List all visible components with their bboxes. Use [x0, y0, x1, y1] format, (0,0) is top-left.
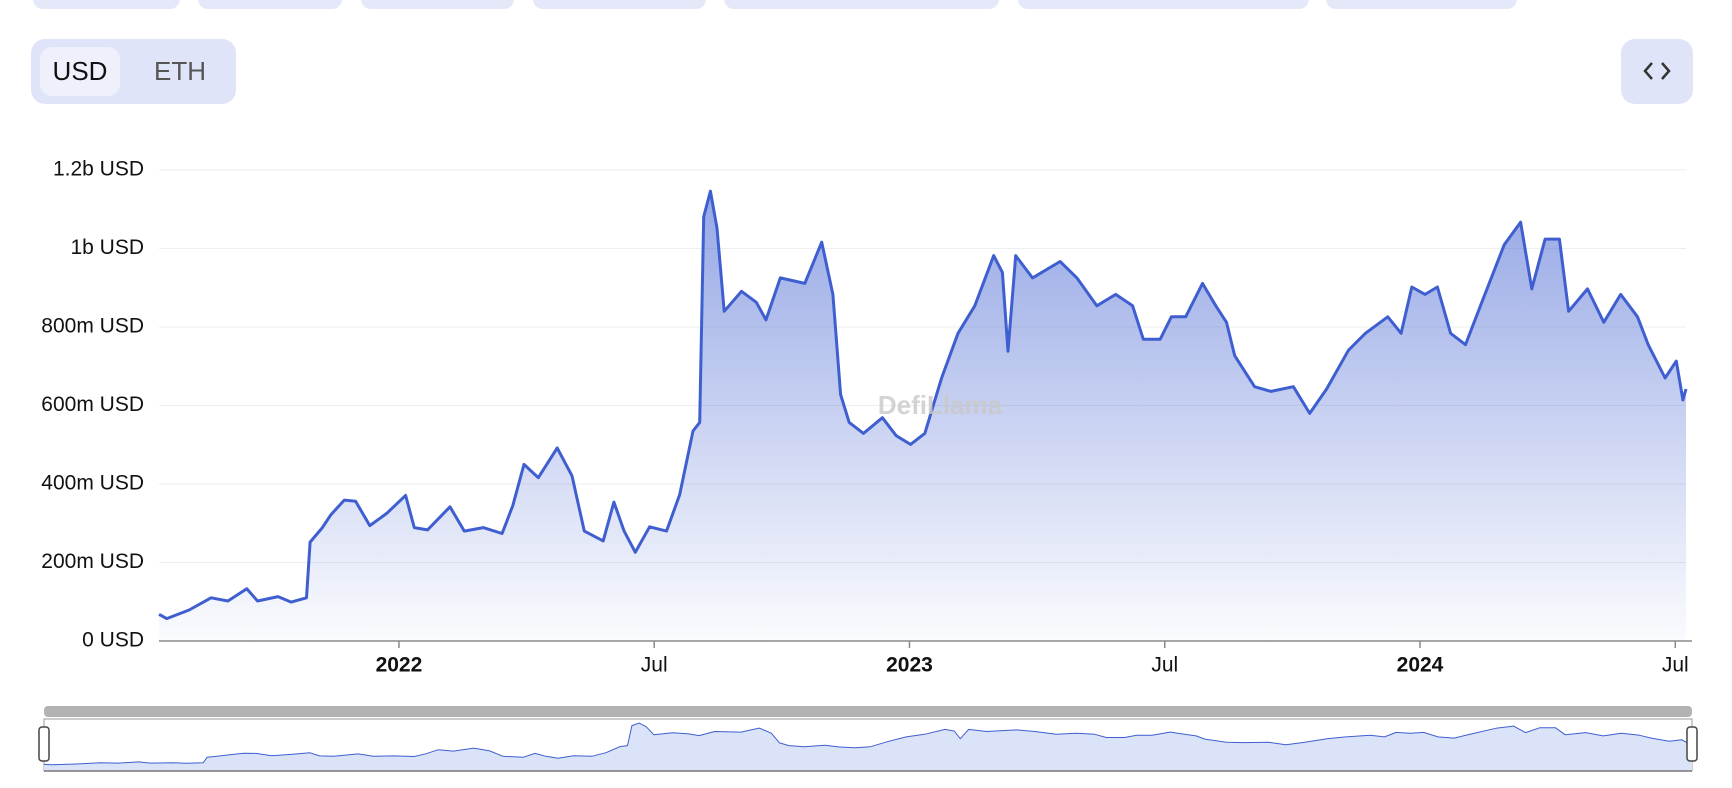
y-tick-label: 0 USD	[82, 629, 144, 652]
tab[interactable]	[33, 0, 180, 9]
y-tick-label: 800m USD	[41, 315, 144, 338]
currency-toggle: USD ETH	[31, 39, 236, 104]
watermark: DefiLlama	[878, 390, 1003, 420]
x-tick-label: 2022	[376, 654, 423, 677]
x-tick-label: Jul	[1151, 654, 1178, 677]
x-tick-label: Jul	[641, 654, 668, 677]
tab[interactable]	[1018, 0, 1309, 9]
y-tick-label: 1b USD	[70, 236, 144, 259]
x-tick-label: 2023	[886, 654, 933, 677]
embed-icon	[1643, 62, 1671, 80]
y-tick-label: 1.2b USD	[53, 158, 144, 181]
slider-handle	[1686, 726, 1698, 762]
slider-handle	[38, 726, 50, 762]
tab[interactable]	[724, 0, 999, 9]
currency-option[interactable]: USD	[40, 47, 120, 96]
y-tick-label: 400m USD	[41, 472, 144, 495]
y-tick-label: 200m USD	[41, 550, 144, 573]
tab[interactable]	[198, 0, 342, 9]
embed-button[interactable]	[1621, 39, 1693, 104]
area	[159, 191, 1686, 641]
currency-option[interactable]: ETH	[154, 56, 206, 86]
tab[interactable]	[361, 0, 514, 9]
x-tick-label: Jul	[1662, 654, 1689, 677]
slider-bar	[44, 706, 1692, 717]
x-tick-label: 2024	[1397, 654, 1444, 677]
line	[158, 189, 1688, 621]
tab[interactable]	[1326, 0, 1517, 9]
line-overview	[43, 722, 1693, 766]
y-tick-label: 600m USD	[41, 393, 144, 416]
tab[interactable]	[533, 0, 706, 9]
